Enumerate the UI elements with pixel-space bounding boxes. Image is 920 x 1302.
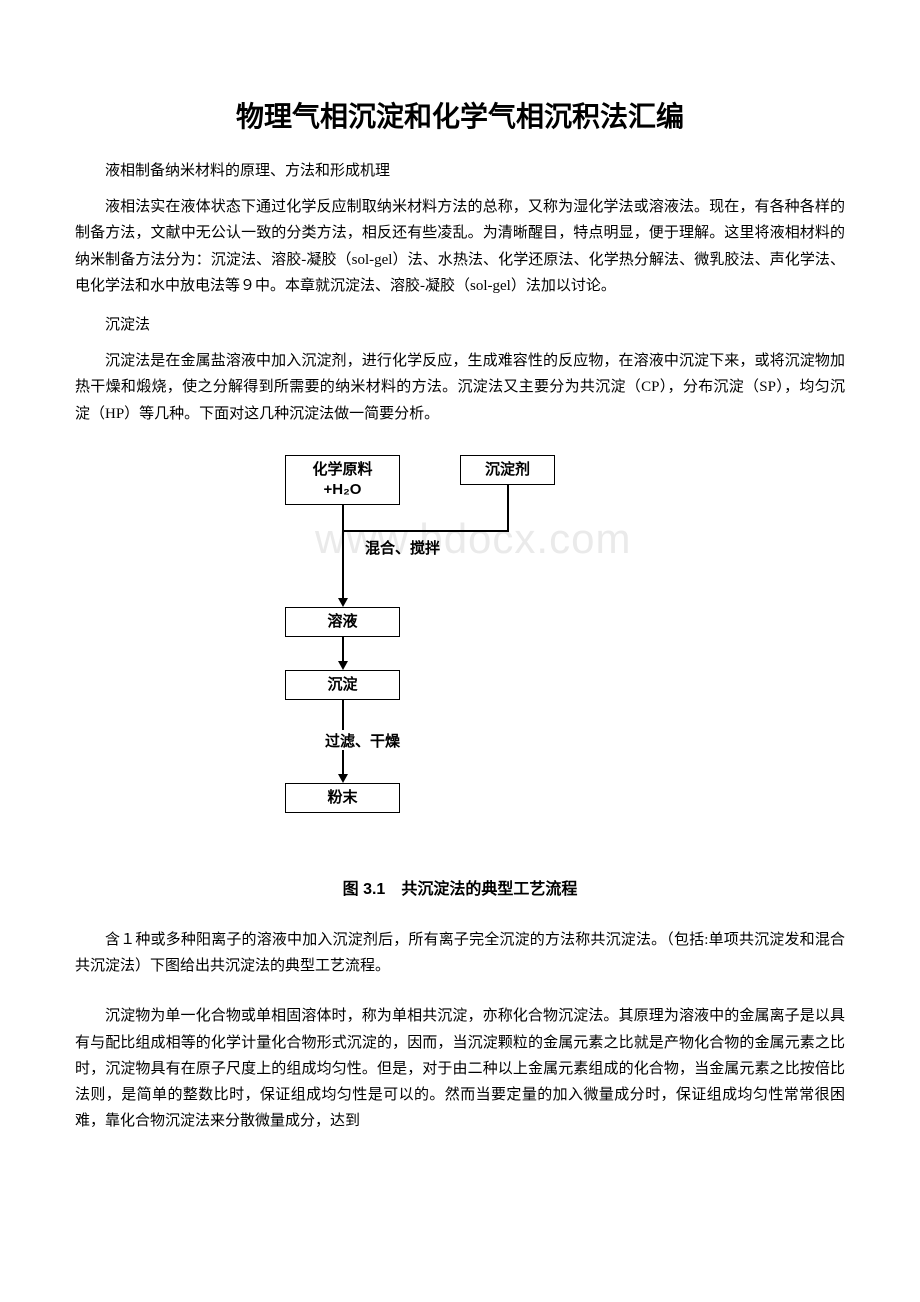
flowchart-diagram: www.bdocx.com 化学原料 +H₂O 沉淀剂 混合、搅拌 溶液 沉淀 … bbox=[265, 455, 655, 855]
flowchart-box1-line1: 化学原料 bbox=[312, 460, 372, 480]
flowchart-line bbox=[342, 530, 509, 532]
flowchart-line bbox=[507, 485, 509, 530]
arrow-icon bbox=[338, 598, 348, 607]
paragraph-4: 沉淀物为单一化合物或单相固溶体时，称为单相共沉淀，亦称化合物沉淀法。其原理为溶液… bbox=[75, 1003, 845, 1134]
flowchart-label-filter: 过滤、干燥 bbox=[325, 730, 400, 751]
section-header-2: 沉淀法 bbox=[75, 313, 845, 334]
paragraph-1: 液相法实在液体状态下通过化学反应制取纳米材料方法的总称，又称为湿化学法或溶液法。… bbox=[75, 194, 845, 299]
flowchart-line bbox=[342, 505, 344, 530]
paragraph-2: 沉淀法是在金属盐溶液中加入沉淀剂，进行化学反应，生成难容性的反应物，在溶液中沉淀… bbox=[75, 348, 845, 427]
flowchart-box-raw-materials: 化学原料 +H₂O bbox=[285, 455, 400, 505]
paragraph-3: 含１种或多种阳离子的溶液中加入沉淀剂后，所有离子完全沉淀的方法称共沉淀法。（包括… bbox=[75, 927, 845, 980]
document-title: 物理气相沉淀和化学气相沉积法汇编 bbox=[75, 95, 845, 135]
flowchart-line bbox=[342, 750, 344, 774]
arrow-icon bbox=[338, 661, 348, 670]
flowchart-box-powder: 粉末 bbox=[285, 783, 400, 813]
arrow-icon bbox=[338, 774, 348, 783]
figure-caption: 图 3.1 共沉淀法的典型工艺流程 bbox=[75, 875, 845, 899]
flowchart-line bbox=[342, 700, 344, 730]
section-header-1: 液相制备纳米材料的原理、方法和形成机理 bbox=[75, 159, 845, 180]
flowchart-box-solution: 溶液 bbox=[285, 607, 400, 637]
flowchart-box1-line2: +H₂O bbox=[324, 480, 362, 500]
watermark-text: www.bdocx.com bbox=[315, 515, 631, 563]
flowchart-box-precipitant: 沉淀剂 bbox=[460, 455, 555, 485]
flowchart-line bbox=[342, 530, 344, 598]
flowchart-box-precipitate: 沉淀 bbox=[285, 670, 400, 700]
flowchart-line bbox=[342, 637, 344, 661]
flowchart-label-mix: 混合、搅拌 bbox=[365, 537, 440, 558]
